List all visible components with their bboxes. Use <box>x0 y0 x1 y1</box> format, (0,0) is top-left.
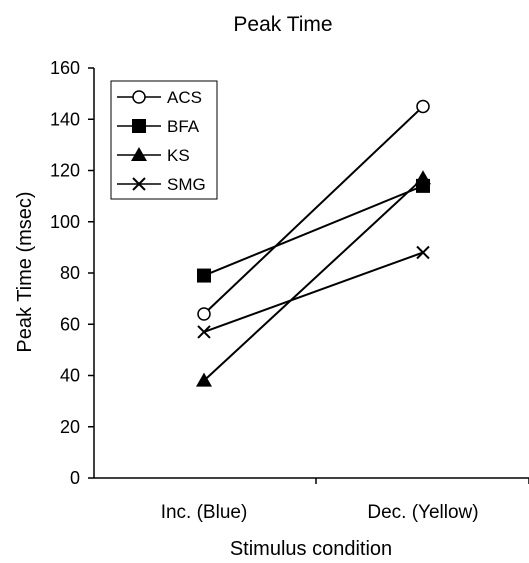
legend-label-acs: ACS <box>167 88 202 107</box>
series-line-acs <box>203 105 424 315</box>
y-tick-label: 80 <box>60 263 80 283</box>
legend-label-smg: SMG <box>167 175 206 194</box>
x-ticks: Inc. (Blue) Dec. (Yellow) <box>161 478 529 523</box>
y-tick-label: 140 <box>50 109 80 129</box>
data-point-smg <box>416 245 430 260</box>
chart-title: Peak Time <box>233 13 332 36</box>
data-point-bfa <box>197 268 211 283</box>
y-tick-label: 160 <box>50 58 80 78</box>
data-point-smg <box>197 325 211 339</box>
series-markers <box>196 99 431 387</box>
y-axis-label: Peak Time (msec) <box>14 191 36 352</box>
legend-box <box>110 80 218 200</box>
legend-label-bfa: BFA <box>167 117 200 136</box>
series-line-bfa <box>203 184 424 277</box>
data-point-acs <box>197 307 211 321</box>
data-point-ks <box>196 372 212 387</box>
y-tick-label: 120 <box>50 161 80 181</box>
series-line-smg <box>203 251 424 333</box>
legend-marker-smg <box>132 177 146 191</box>
y-tick-label: 40 <box>60 366 80 386</box>
legend-marker-ks <box>131 147 147 161</box>
legend-label-ks: KS <box>167 146 190 165</box>
x-category-label: Inc. (Blue) <box>161 502 248 523</box>
y-tick-label: 0 <box>70 468 80 488</box>
legend: ACS BFA KS SMG <box>110 80 218 200</box>
y-tick-label: 60 <box>60 314 80 334</box>
data-point-ks <box>415 170 431 185</box>
legend-marker-bfa <box>132 119 146 133</box>
legend-items: ACS BFA KS SMG <box>117 88 206 194</box>
y-ticks: 0 20 40 60 80 100 120 140 160 <box>50 58 94 488</box>
y-tick-label: 100 <box>50 212 80 232</box>
series-line-ks <box>203 177 424 382</box>
legend-marker-acs <box>132 90 146 104</box>
y-tick-label: 20 <box>60 417 80 437</box>
x-category-label: Dec. (Yellow) <box>367 502 478 523</box>
data-point-acs <box>416 99 430 114</box>
series-lines <box>203 105 424 382</box>
x-axis-label: Stimulus condition <box>230 538 392 560</box>
